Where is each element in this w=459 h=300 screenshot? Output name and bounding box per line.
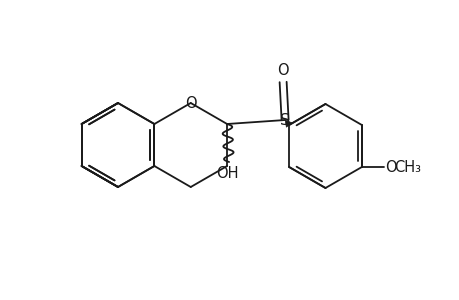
- Polygon shape: [285, 120, 291, 127]
- Text: O: O: [384, 160, 396, 175]
- Text: O: O: [185, 95, 196, 110]
- Text: S: S: [280, 112, 290, 128]
- Text: O: O: [277, 63, 288, 78]
- Text: OH: OH: [215, 166, 238, 181]
- Text: CH₃: CH₃: [393, 160, 420, 175]
